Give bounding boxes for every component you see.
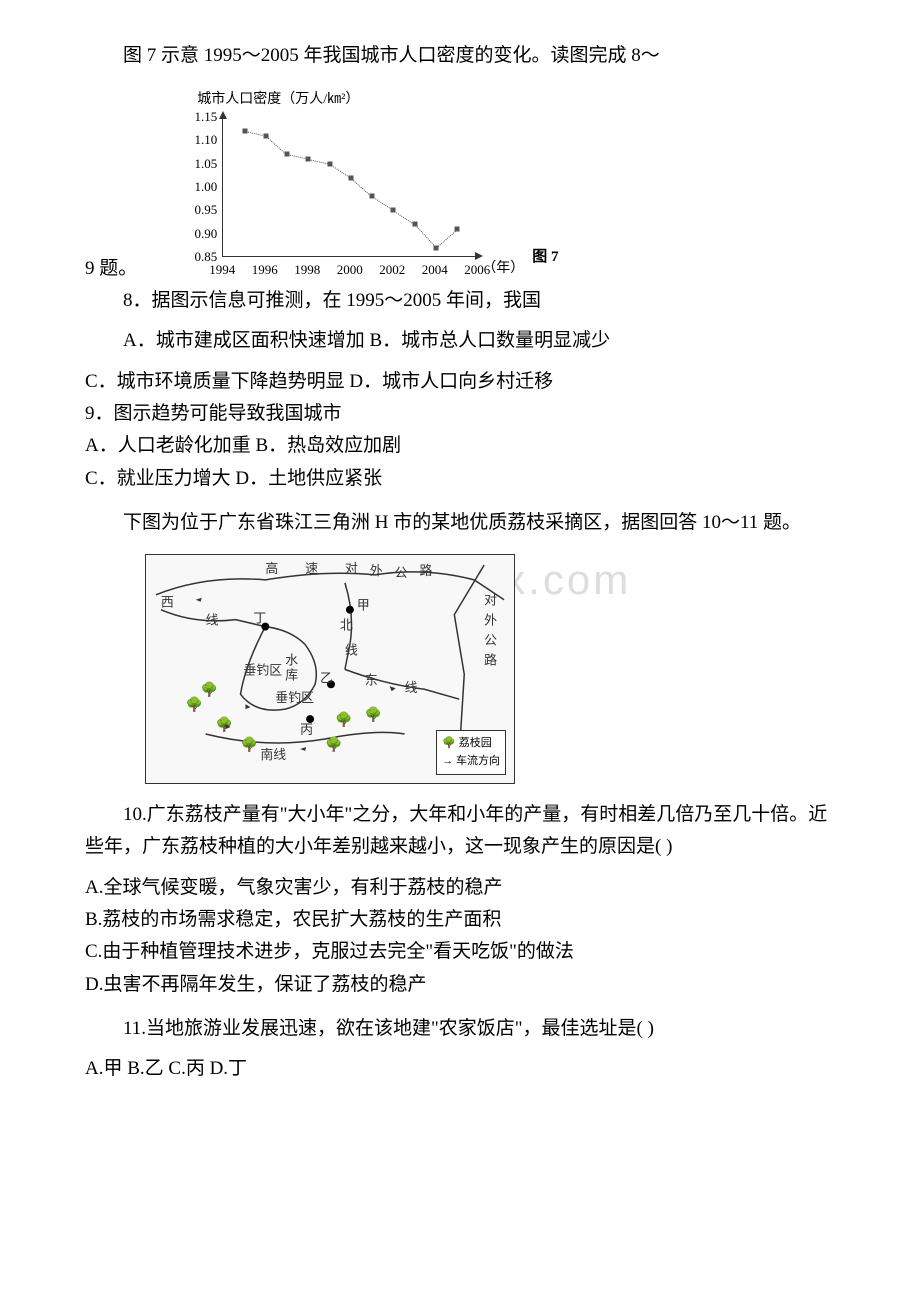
q10-option-a: A.全球气候变暖，气象灾害少，有利于荔枝的稳产 xyxy=(85,872,835,904)
q9-option-ab: A．人口老龄化加重 B．热岛效应加剧 xyxy=(85,430,835,462)
chart-1-title: 城市人口密度（万人/㎞²） xyxy=(197,88,517,112)
chart-1-x-label: 2000 xyxy=(337,259,363,281)
label-yi: 乙 xyxy=(320,670,333,685)
tree-6: 🌳 xyxy=(240,735,257,753)
chart-1-plot xyxy=(222,117,477,257)
chart-1-x-label: 2002 xyxy=(379,259,405,281)
label-ding: 丁 xyxy=(253,611,266,626)
chart-1-line-segment xyxy=(435,229,457,248)
tree-4: 🌳 xyxy=(335,710,352,728)
q10-option-d: D.虫害不再隔年发生，保证了荔枝的稳产 xyxy=(85,969,835,1001)
lychee-map: 西 线 高 速 对 外 公 路 对 外 公 路 丁 甲 北 线 水 库 垂钓区 … xyxy=(145,554,515,784)
label-outer1: 对 xyxy=(484,593,497,608)
label-lu: 路 xyxy=(420,563,433,578)
label-bing: 丙 xyxy=(300,722,313,737)
chart-1-x-label: 1994 xyxy=(209,259,235,281)
label-ku: 库 xyxy=(285,667,298,682)
q8-stem: 8．据图示信息可推测，在 1995～2005 年间，我国 xyxy=(85,285,835,317)
q8-option-cd: C．城市环境质量下降趋势明显 D．城市人口向乡村迁移 xyxy=(85,366,835,398)
chart-1-x-axis: 1994199619982000200220042006（年） xyxy=(222,257,517,277)
label-south: 南线 xyxy=(260,747,286,762)
chart-1-y-label: 0.95 xyxy=(195,199,218,221)
chart-1-y-label: 1.00 xyxy=(195,176,218,198)
chart-1-x-label: 1998 xyxy=(294,259,320,281)
map-wrapper: www.bdocx.com 西 线 高 速 对 外 公 路 对 外 公 路 xyxy=(85,554,835,784)
chart-1-y-label: 1.10 xyxy=(195,129,218,151)
chart-1-arrow-up xyxy=(219,111,227,119)
q11-stem: 11.当地旅游业发展迅速，欲在该地建"农家饭店"，最佳选址是( ) xyxy=(85,1013,835,1045)
q10-stem: 10.广东荔枝产量有"大小年"之分，大年和小年的产量，有时相差几倍乃至几十倍。近… xyxy=(85,799,835,864)
label-line3: 线 xyxy=(405,680,418,695)
label-gong: 公 xyxy=(395,565,408,580)
chart-1: 0.850.900.951.001.051.101.15 19941996199… xyxy=(177,112,517,277)
label-jia: 甲 xyxy=(357,598,370,613)
label-line2: 线 xyxy=(345,643,358,658)
chart-1-y-label: 0.90 xyxy=(195,223,218,245)
label-west: 西 xyxy=(161,595,174,610)
point-jia xyxy=(346,606,354,614)
q9-option-cd: C．就业压力增大 D．土地供应紧张 xyxy=(85,463,835,495)
chart-1-figure-label: 图 7 xyxy=(532,245,558,271)
intro-q8-9: 图 7 示意 1995～2005 年我国城市人口密度的变化。读图完成 8～ xyxy=(85,40,835,72)
label-water: 水 xyxy=(285,653,298,668)
q9-stem: 9．图示趋势可能导致我国城市 xyxy=(85,398,835,430)
q10-option-c: C.由于种植管理技术进步，克服过去完全"看天吃饭"的做法 xyxy=(85,936,835,968)
chart-1-y-label: 1.05 xyxy=(195,153,218,175)
legend-lychee: 🌳 荔枝园 xyxy=(442,734,500,753)
arrow-3 xyxy=(390,686,396,691)
q8-option-ab: A．城市建成区面积快速增加 B．城市总人口数量明显减少 xyxy=(85,325,835,357)
q10-option-b: B.荔枝的市场需求稳定，农民扩大荔枝的生产面积 xyxy=(85,904,835,936)
label-wai: 外 xyxy=(370,563,383,578)
q11-options: A.甲 B.乙 C.丙 D.丁 xyxy=(85,1053,835,1085)
label-fishing1: 垂钓区 xyxy=(243,663,282,678)
arrow-1 xyxy=(196,598,202,602)
label-outer2: 外 xyxy=(484,613,497,628)
label-outer3: 公 xyxy=(484,633,497,648)
chart-1-y-axis: 0.850.900.951.001.051.101.15 xyxy=(177,112,222,257)
chart-1-container: 城市人口密度（万人/㎞²） 0.850.900.951.001.051.101.… xyxy=(137,88,517,277)
east-line-path xyxy=(345,670,459,700)
chart-1-x-label: 2004 xyxy=(422,259,448,281)
tree-7: 🌳 xyxy=(325,735,342,753)
map-legend: 🌳 荔枝园 → 车流方向 xyxy=(436,730,506,775)
tree-5: 🌳 xyxy=(365,705,382,723)
arrow-2 xyxy=(300,747,306,751)
chart-1-y-label: 1.15 xyxy=(195,106,218,128)
chart-1-x-label: 1996 xyxy=(252,259,278,281)
label-outer4: 路 xyxy=(484,653,497,668)
chart-1-data-point xyxy=(455,227,460,232)
tree-3: 🌳 xyxy=(201,680,218,698)
label-line1: 线 xyxy=(206,613,219,628)
outer-road-path xyxy=(454,565,484,754)
label-su: 速 xyxy=(305,561,318,576)
label-east: 东 xyxy=(365,672,378,687)
highway-path xyxy=(156,572,504,600)
chart-row: 9 题。 城市人口密度（万人/㎞²） 0.850.900.951.001.051… xyxy=(85,80,835,285)
legend-flow: → 车流方向 xyxy=(442,752,500,771)
q9-prefix: 9 题。 xyxy=(85,253,137,285)
tree-2: 🌳 xyxy=(216,715,233,733)
arrow-5 xyxy=(245,704,250,709)
label-fishing2: 垂钓区 xyxy=(275,690,314,705)
chart-1-x-suffix: （年） xyxy=(482,257,524,281)
intro-q10-11: 下图为位于广东省珠江三角洲 H 市的某地优质荔枝采摘区，据图回答 10～11 题… xyxy=(85,507,835,539)
label-dui: 对 xyxy=(345,561,358,576)
label-north: 北 xyxy=(340,618,353,633)
label-gao: 高 xyxy=(265,561,278,576)
